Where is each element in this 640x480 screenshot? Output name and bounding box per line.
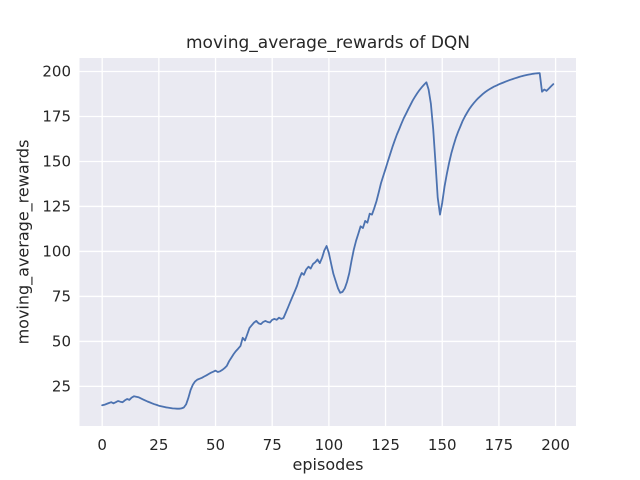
y-tick-label: 50 <box>52 332 71 350</box>
x-tick-label: 75 <box>263 436 282 454</box>
x-tick-label: 50 <box>206 436 225 454</box>
x-tick-label: 25 <box>149 436 168 454</box>
y-tick-label: 200 <box>42 62 71 80</box>
series-line <box>101 72 555 410</box>
x-tick-label: 100 <box>315 436 344 454</box>
x-tick-label: 125 <box>371 436 400 454</box>
x-tick-label: 0 <box>97 436 107 454</box>
y-tick-label: 150 <box>42 152 71 170</box>
y-tick-label: 75 <box>52 287 71 305</box>
axes-background <box>79 58 576 426</box>
x-tick-label: 175 <box>485 436 514 454</box>
y-tick-label: 175 <box>42 107 71 125</box>
x-tick-label: 200 <box>541 436 570 454</box>
chart-title: moving_average_rewards of DQN <box>185 33 471 53</box>
x-tick-label: 150 <box>428 436 457 454</box>
x-axis-label: episodes <box>292 455 364 474</box>
y-axis-label: moving_average_rewards <box>13 139 33 345</box>
y-tick-label: 100 <box>42 242 71 260</box>
y-tick-label: 25 <box>52 377 71 395</box>
y-tick-label: 125 <box>42 197 71 215</box>
